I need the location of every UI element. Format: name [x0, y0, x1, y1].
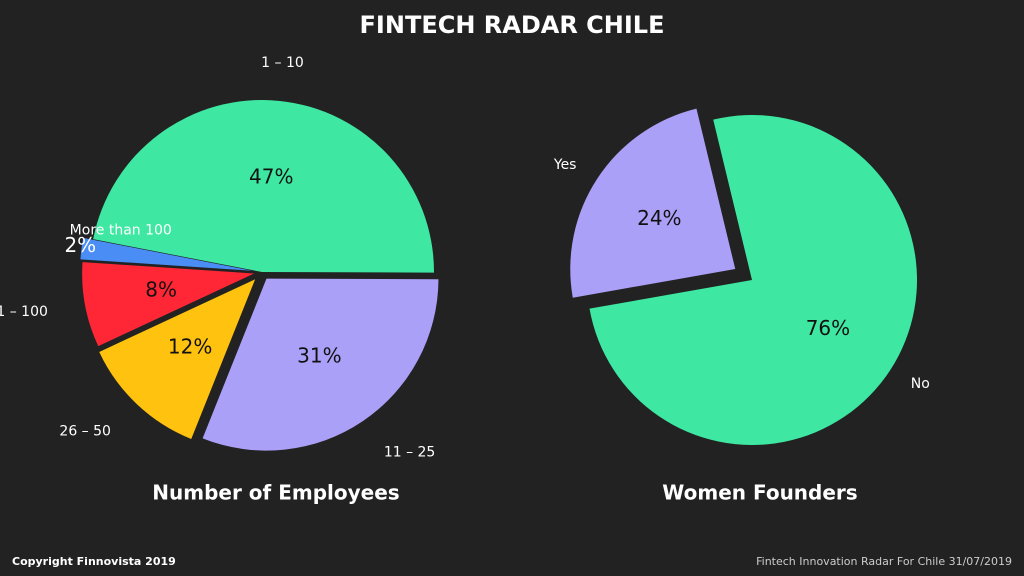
- pie-slice: [589, 114, 917, 445]
- pie-slice: [82, 262, 255, 347]
- pie-slice: [80, 237, 253, 271]
- category-label: 51 – 100: [0, 304, 48, 320]
- value-label: 2%: [64, 233, 96, 257]
- category-label: 26 – 50: [59, 424, 111, 440]
- value-label: 47%: [249, 164, 293, 188]
- pie-slice: [93, 99, 434, 273]
- category-label: No: [911, 376, 930, 392]
- footer-right: Fintech Innovation Radar For Chile 31/07…: [756, 555, 1012, 568]
- value-label: 24%: [637, 206, 681, 230]
- pie-slice: [202, 278, 439, 451]
- chart-title: Women Founders: [662, 481, 857, 505]
- chart-title: Number of Employees: [152, 481, 399, 505]
- value-label: 8%: [145, 277, 177, 301]
- pie-slice: [99, 279, 256, 439]
- value-label: 12%: [168, 334, 212, 358]
- category-label: 1 – 10: [261, 55, 304, 71]
- category-label: 11 – 25: [384, 445, 436, 461]
- page-title: FINTECH RADAR CHILE: [360, 11, 665, 39]
- category-label: More than 100: [70, 222, 172, 238]
- pie-slice: [570, 108, 736, 298]
- value-label: 31%: [297, 344, 341, 368]
- value-label: 76%: [806, 316, 850, 340]
- footer-left: Copyright Finnovista 2019: [12, 555, 176, 568]
- category-label: Yes: [553, 157, 577, 173]
